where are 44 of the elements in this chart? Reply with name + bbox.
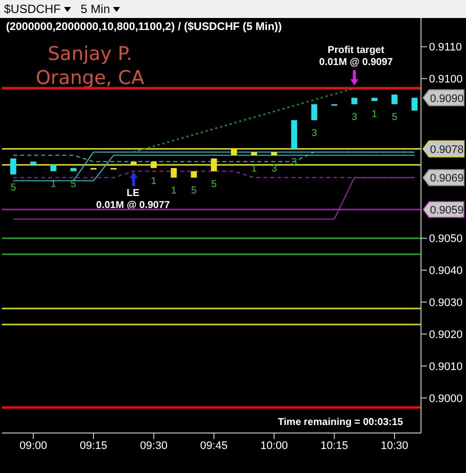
annotation: 0.01M @ 0.9097 [319, 57, 394, 68]
x-tick-label: 09:00 [20, 440, 48, 452]
price-tag: 0.9090 [422, 89, 464, 106]
y-tick-label: 0.9040 [429, 265, 463, 278]
y-tick-label: 0.9050 [429, 233, 463, 246]
chart-title: (2000000,2000000,10,800,1100,2) / ($USDCHF (5 Min)) [6, 21, 282, 33]
x-tick-label: 10:15 [320, 440, 348, 452]
toolbar: $USDCHF 5 Min [0, 0, 466, 18]
annotation: 0.9090 [430, 92, 464, 105]
annotation: Orange, CA [36, 67, 144, 89]
y-tick-label: 0.9010 [429, 360, 463, 373]
annotation: 1 [50, 179, 57, 190]
ref-line-label: 0.9078 [430, 144, 464, 156]
annotation: 3 [311, 128, 318, 140]
x-tick-label: 09:30 [140, 440, 168, 452]
annotation: 3 [352, 112, 358, 124]
annotation: 1 [150, 176, 157, 188]
price-tag: 0.9069 [422, 169, 464, 186]
annotation: Time remaining = 00:03:15 [278, 417, 404, 428]
annotation: 1 [251, 163, 258, 174]
x-tick-label: 09:45 [200, 440, 228, 452]
annotation: Profit target [328, 45, 386, 56]
annotation: 5 [211, 179, 218, 190]
annotation: 5 [392, 112, 398, 124]
annotation: Sanjay P. [48, 43, 132, 65]
y-tick-label: 0.9030 [429, 297, 463, 310]
annotation: 5 [10, 182, 16, 194]
x-tick-label: 09:15 [80, 440, 108, 452]
annotation: 1 [372, 109, 378, 120]
ref-line-label: 0.9059 [430, 204, 464, 217]
y-tick-label: 0.9100 [429, 74, 463, 86]
price-tag: 0.9078 [422, 140, 464, 158]
annotation: 5 [70, 179, 77, 190]
y-tick-label: 0.9020 [429, 328, 463, 341]
price-tag: 0.9059 [422, 201, 464, 218]
annotation: 0.9069 [430, 172, 464, 185]
x-tick-label: 10:00 [260, 440, 288, 452]
annotation: 1 [170, 186, 177, 197]
annotation: 5 [191, 186, 198, 197]
y-tick-label: 0.9110 [429, 42, 462, 54]
annotation: LE [126, 188, 140, 199]
annotation: 3 [271, 163, 278, 174]
y-tick-label: 0.9000 [429, 392, 463, 405]
x-tick-label: 10:30 [380, 440, 408, 452]
